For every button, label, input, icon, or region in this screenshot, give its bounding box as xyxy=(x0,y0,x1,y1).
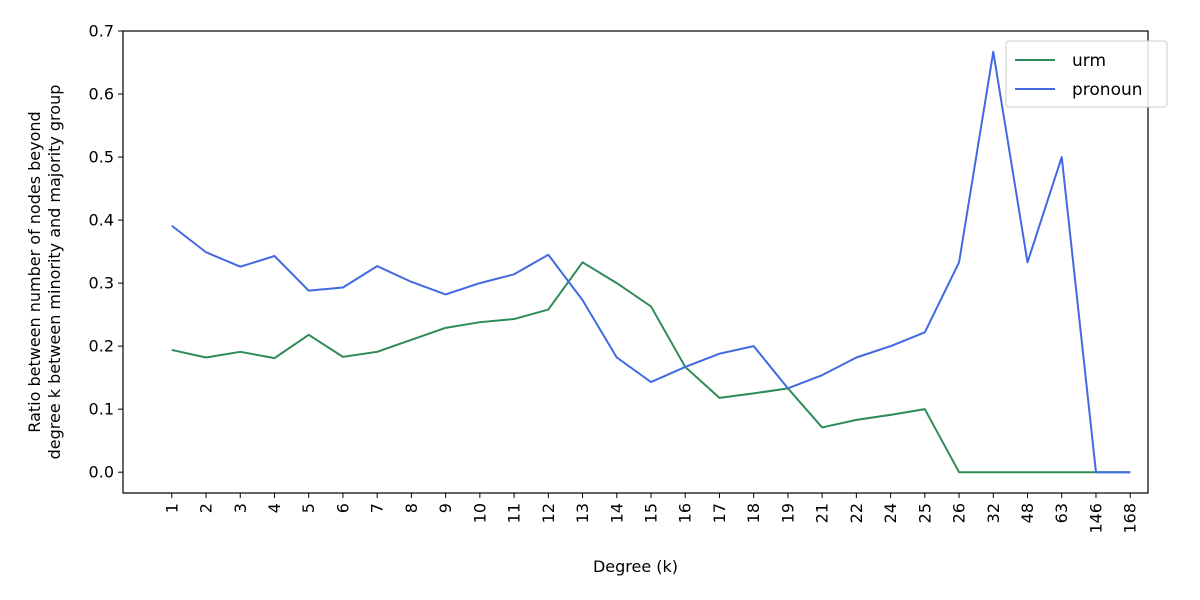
y-tick-label: 0.1 xyxy=(89,400,114,419)
x-tick-label: 5 xyxy=(299,503,318,513)
x-tick-label: 19 xyxy=(778,503,797,523)
x-tick-label: 21 xyxy=(813,503,832,523)
x-tick-label: 9 xyxy=(436,503,455,513)
axes-layer: 0.00.10.20.30.40.50.60.71 2 3 4 5 6 7 8 9 10 11 12 1… xyxy=(89,22,1149,534)
x-tick-label: 16 xyxy=(676,503,695,523)
y-tick-label: 0.3 xyxy=(89,274,114,293)
y-axis-title-line: Ratio between number of nodes beyond xyxy=(25,111,44,432)
x-tick-label: 7 xyxy=(368,503,387,513)
y-tick-label: 0.2 xyxy=(89,337,114,356)
x-tick-label: 4 xyxy=(265,503,284,513)
legend: urm pronoun xyxy=(1005,40,1168,108)
x-tick-label: 168 xyxy=(1121,503,1140,534)
plot-frame xyxy=(122,30,1149,494)
x-tick-label: 146 xyxy=(1086,503,1105,534)
x-tick-label: 13 xyxy=(573,503,592,523)
y-axis-title-line: degree k between minority and majority g… xyxy=(45,85,64,460)
y-tick-label: 0.7 xyxy=(89,22,114,41)
legend-box xyxy=(1005,40,1168,108)
x-tick-label: 17 xyxy=(710,503,729,523)
series-line-urm xyxy=(171,261,1131,474)
x-tick-label: 25 xyxy=(915,503,934,523)
y-tick-label: 0.6 xyxy=(89,85,114,104)
x-tick-label: 1 xyxy=(162,503,181,513)
legend-label-urm: urm xyxy=(1072,51,1106,71)
x-tick-label: 6 xyxy=(333,503,352,513)
series-layer xyxy=(171,50,1131,474)
x-tick-label: 14 xyxy=(607,503,626,523)
x-tick-label: 18 xyxy=(744,503,763,523)
x-tick-label: 22 xyxy=(847,503,866,523)
x-tick-label: 11 xyxy=(505,503,524,523)
x-tick-label: 48 xyxy=(1018,503,1037,523)
x-tick-label: 26 xyxy=(950,503,969,523)
y-tick-label: 0.0 xyxy=(89,463,114,482)
x-tick-label: 8 xyxy=(402,503,421,513)
x-tick-label: 12 xyxy=(539,503,558,523)
y-tick-label: 0.4 xyxy=(89,211,114,230)
x-tick-label: 24 xyxy=(881,503,900,523)
x-axis-title: Degree (k) xyxy=(593,557,678,576)
x-tick-label: 10 xyxy=(470,503,489,523)
legend-label-pronoun: pronoun xyxy=(1072,80,1143,100)
x-tick-label: 32 xyxy=(984,503,1003,523)
x-tick-label: 15 xyxy=(642,503,661,523)
x-tick-label: 3 xyxy=(231,503,250,513)
y-tick-label: 0.5 xyxy=(89,148,114,167)
x-tick-label: 63 xyxy=(1052,503,1071,523)
series-line-pronoun xyxy=(171,50,1131,474)
y-axis-title: Ratio between number of nodes beyond degr… xyxy=(25,85,64,460)
x-tick-label: 2 xyxy=(197,503,216,513)
